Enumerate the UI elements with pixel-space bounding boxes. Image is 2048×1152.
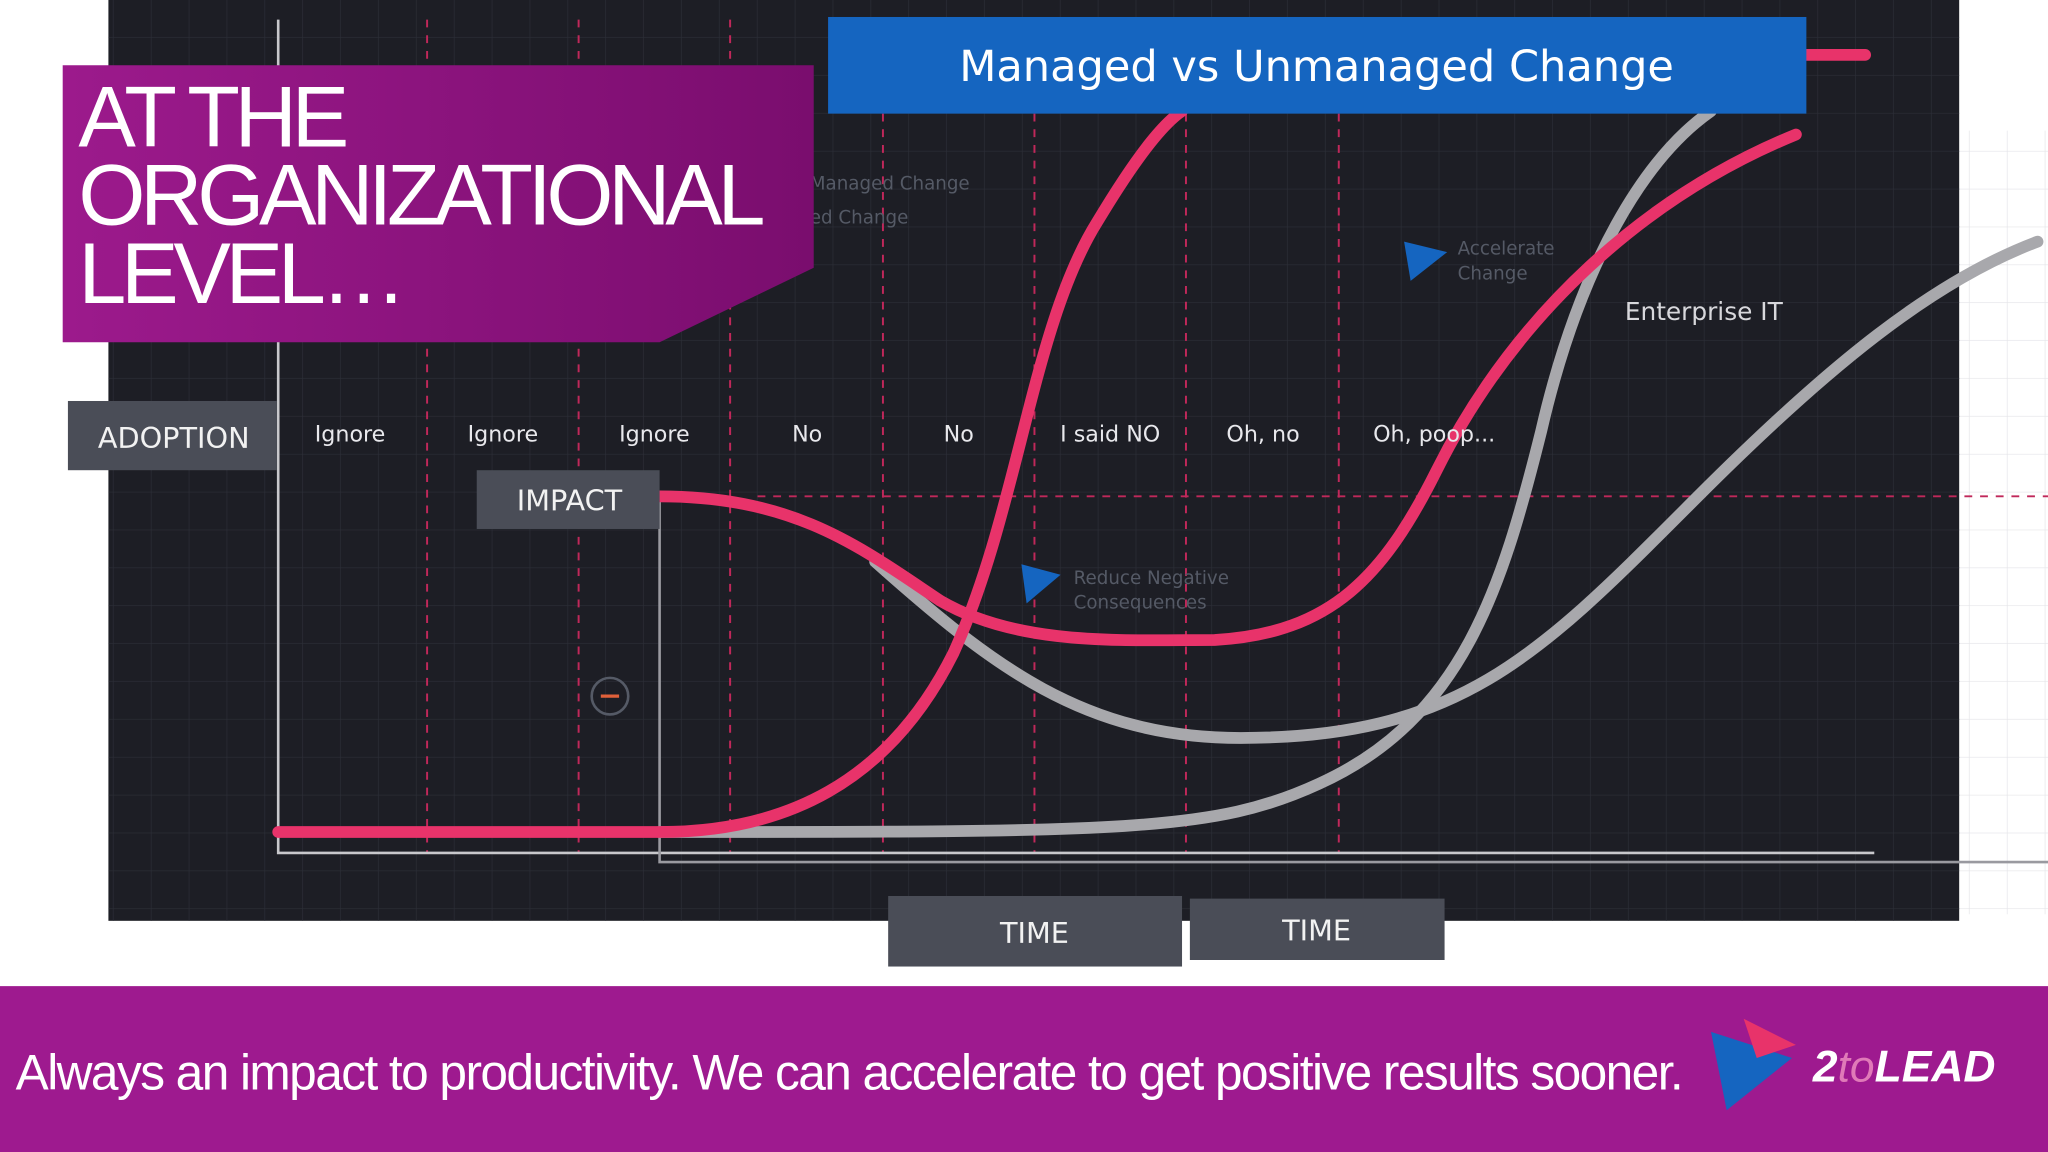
impact-label: IMPACT: [517, 484, 623, 518]
accelerate-icon: [1404, 241, 1448, 281]
reduce-label: Consequences: [1074, 593, 1207, 614]
logo: 2toLEAD: [1711, 1018, 1996, 1111]
reduce-label: Reduce Negative: [1074, 568, 1229, 589]
slide-title: AT THE ORGANIZATIONAL LEVEL…: [78, 69, 768, 322]
logo-part: LEAD: [1875, 1042, 1996, 1091]
time-label: TIME: [1281, 913, 1351, 947]
stage-label: Ignore: [619, 421, 690, 447]
logo-part: to: [1838, 1042, 1875, 1091]
footer-band: [0, 986, 2048, 1152]
title-line: AT THE: [78, 69, 345, 165]
chart-title: Managed vs Unmanaged Change: [959, 42, 1674, 92]
logo-mark: [1743, 1018, 1796, 1058]
stage-label: Oh, poop...: [1373, 421, 1495, 447]
time-box: [1189, 898, 1445, 960]
stage-label: No: [792, 421, 822, 447]
stage-label: I said NO: [1060, 421, 1160, 447]
stage-label: No: [944, 421, 974, 447]
accelerate-label: Change: [1458, 264, 1528, 285]
chart-title-box: [828, 16, 1807, 114]
title-line: ORGANIZATIONAL: [78, 148, 763, 244]
minus-icon: [590, 676, 630, 716]
logo-part: 2: [1812, 1042, 1838, 1091]
adoption-box: [67, 400, 277, 471]
title-line: LEVEL…: [78, 226, 401, 322]
legend-managed: Managed Change: [810, 173, 970, 194]
reduce-icon: [1021, 564, 1061, 604]
stage-label: Oh, no: [1226, 421, 1299, 447]
logo-text: 2toLEAD: [1812, 1042, 1996, 1091]
enterprise-label: Enterprise IT: [1625, 297, 1784, 326]
time-label: TIME: [999, 916, 1069, 950]
stage-label: Ignore: [315, 421, 386, 447]
adoption-label: ADOPTION: [98, 421, 250, 455]
footer-caption: Always an impact to productivity. We can…: [16, 1044, 1682, 1100]
accelerate-label: Accelerate: [1458, 239, 1555, 260]
stage-label: Ignore: [468, 421, 539, 447]
legend-unmanaged: ed Change: [810, 207, 909, 228]
title-box: [62, 65, 814, 343]
time-box: [888, 896, 1183, 967]
stage-dividers: [426, 19, 1340, 853]
impact-box: [476, 470, 660, 529]
curves: [272, 48, 2044, 838]
